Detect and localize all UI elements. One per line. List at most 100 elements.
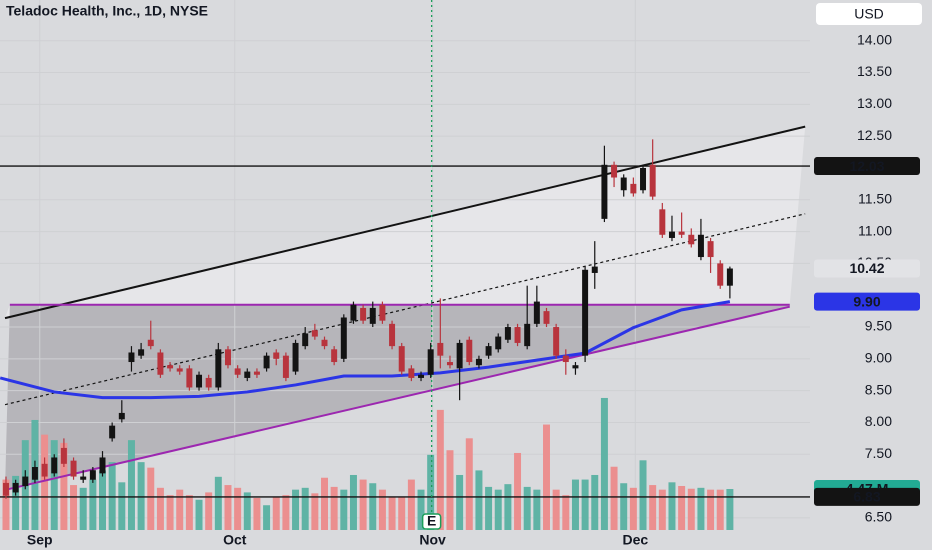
candle-body — [524, 323, 531, 347]
volume-bar — [253, 497, 261, 530]
y-tick-label: 11.00 — [858, 222, 892, 238]
candle-body — [678, 231, 685, 235]
volume-bar — [195, 499, 203, 530]
volume-bar — [726, 489, 734, 530]
volume-bar — [707, 489, 715, 530]
candle-body — [543, 311, 550, 324]
volume-bar — [407, 479, 415, 530]
trend-line — [4, 125, 806, 320]
volume-bar — [504, 484, 512, 530]
candle-body — [215, 349, 222, 388]
candle-body — [157, 352, 164, 375]
volume-bar — [214, 476, 222, 530]
candle-body — [321, 339, 328, 347]
volume-bar — [600, 397, 608, 530]
volume-bar — [658, 489, 666, 530]
volume-bar — [697, 487, 705, 530]
volume-bar — [263, 505, 271, 530]
volume-bar — [639, 460, 647, 530]
volume-bar — [2, 479, 10, 530]
candle-body — [408, 368, 415, 378]
candle-body — [311, 330, 318, 337]
volume-bar — [99, 470, 106, 530]
volume-bar — [514, 452, 522, 530]
candle-body — [485, 346, 492, 356]
candle-body — [630, 183, 637, 194]
price-badge-label: 12.03 — [849, 158, 884, 174]
volume-bar — [137, 462, 145, 530]
candle-body — [51, 457, 58, 474]
volume-bar — [185, 495, 193, 530]
candle-body — [70, 460, 77, 477]
candle-body — [466, 339, 473, 363]
trend-line — [4, 305, 790, 491]
candle-body — [22, 476, 29, 487]
volume-bar — [292, 489, 300, 530]
candle-body — [12, 482, 19, 493]
candle-body — [398, 346, 405, 372]
y-tick-label: 9.50 — [865, 318, 892, 334]
candle-body — [60, 447, 67, 464]
candle-body — [726, 268, 733, 286]
volume-bar — [369, 483, 377, 530]
volume-bar — [272, 496, 280, 530]
y-tick-label: 13.50 — [857, 63, 892, 79]
volume-bar — [118, 482, 126, 530]
volume-bar — [678, 485, 686, 530]
x-tick-label: Sep — [27, 532, 53, 548]
candle-body — [688, 234, 695, 245]
candle-body — [331, 349, 338, 363]
volume-bar — [378, 489, 386, 530]
volume-bar — [446, 450, 454, 530]
y-tick-label: 12.50 — [857, 127, 892, 143]
trend-line — [4, 213, 806, 406]
price-badge — [814, 292, 920, 311]
price-badge-label: 9.90 — [853, 293, 880, 309]
candle-body — [446, 362, 453, 366]
candle-body — [80, 476, 87, 480]
candle-body — [41, 463, 48, 477]
volume-bar — [523, 486, 531, 530]
volume-bar — [591, 474, 599, 530]
candle-body — [273, 352, 280, 359]
volume-bar — [571, 479, 579, 530]
volume-bar — [166, 495, 174, 530]
volume-bar — [311, 493, 319, 530]
y-tick-label: 11.50 — [858, 190, 892, 206]
volume-bar — [620, 483, 628, 530]
volume-bar — [543, 424, 550, 530]
y-tick-label: 8.00 — [865, 413, 892, 429]
candle-body — [389, 323, 396, 347]
volume-bar — [12, 475, 20, 530]
volume-bar — [176, 489, 184, 530]
candle-body — [147, 339, 154, 347]
candle-body — [89, 470, 96, 480]
volume-bar — [417, 489, 425, 530]
currency: USD — [854, 6, 884, 22]
event-label: E — [427, 513, 436, 529]
volume-bar — [234, 487, 242, 530]
candle-body — [31, 467, 38, 480]
volume-bar — [552, 489, 560, 530]
x-tick-label: Oct — [223, 532, 247, 548]
price-badge — [814, 487, 920, 506]
price-badge — [814, 259, 920, 278]
y-tick-label: 13.00 — [857, 95, 892, 111]
candle-body — [707, 241, 714, 258]
volume-bar — [475, 470, 483, 530]
volume-bar — [388, 496, 396, 530]
x-tick-label: Dec — [622, 532, 648, 548]
candle-body — [176, 368, 183, 372]
volume-bar — [649, 485, 657, 530]
candle-body — [504, 327, 511, 340]
event-box — [421, 513, 442, 530]
candle-body — [495, 336, 502, 350]
candle-body — [340, 317, 347, 359]
candle-body — [99, 457, 106, 474]
candle-body — [572, 365, 579, 369]
volume-bar — [581, 479, 589, 530]
chart-title: Teladoc Health, Inc., 1D, NYSE — [6, 3, 208, 19]
candle-body — [697, 234, 704, 258]
